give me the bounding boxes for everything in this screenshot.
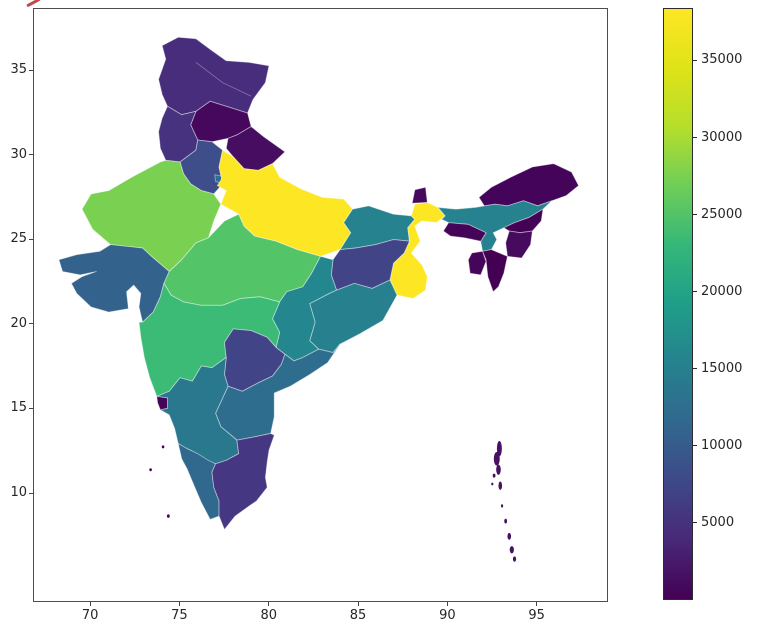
x-axis-tick-label: 70 [81, 608, 99, 623]
state-tripura [467, 250, 487, 276]
state-meghalaya [442, 222, 487, 242]
island-andaman-nicobar-islands [496, 464, 501, 475]
y-axis-tick [29, 323, 33, 325]
x-axis-tick-label: 85 [349, 608, 367, 623]
y-axis-tick-label: 30 [10, 146, 27, 162]
island-andaman-nicobar-islands [496, 441, 502, 457]
island-lakshadweep [149, 468, 152, 472]
island-andaman-nicobar-islands [512, 556, 517, 562]
x-axis-tick-label: 75 [171, 608, 188, 623]
colorbar-tick [693, 137, 697, 138]
india-choropleth-svg [58, 36, 580, 562]
island-andaman-nicobar-islands [507, 532, 512, 540]
y-axis-tick [29, 407, 33, 409]
colorbar-tick [693, 368, 697, 370]
state-manipur [505, 230, 533, 259]
y-axis-tick [29, 69, 33, 71]
state-uttar-pradesh [216, 149, 354, 257]
x-axis-tick [178, 602, 180, 606]
internal-boundary-line [195, 62, 252, 97]
y-axis-tick-label: 35 [10, 62, 27, 78]
state-mizoram [482, 249, 508, 293]
colorbar-tick [693, 59, 697, 61]
state-arunachal-pradesh [478, 163, 580, 207]
state-goa [156, 395, 168, 411]
colorbar-tick-label: 5000 [701, 514, 735, 530]
colorbar-gradient [664, 9, 692, 599]
island-andaman-nicobar-islands [500, 504, 504, 508]
y-axis-tick [29, 238, 33, 240]
colorbar-tick-label: 30000 [701, 129, 743, 145]
x-axis-tick [446, 602, 448, 606]
y-axis-tick-label: 10 [10, 485, 27, 501]
y-axis-tick-label: 15 [10, 400, 27, 416]
colorbar-tick-label: 25000 [701, 206, 743, 222]
state-tamil-nadu [211, 433, 275, 530]
colorbar-tick [693, 214, 697, 216]
red-pen-artifact [26, 0, 41, 8]
state-haryana [179, 139, 224, 195]
colorbar-tick-label: 10000 [701, 437, 743, 453]
state-sikkim [411, 186, 428, 204]
map-plot-frame [33, 8, 608, 602]
state-bihar [339, 205, 416, 251]
x-axis-tick-label: 90 [439, 608, 456, 623]
island-andaman-nicobar-islands [504, 518, 508, 524]
colorbar-tick [693, 445, 697, 447]
x-axis-tick-label: 95 [528, 608, 545, 623]
island-andaman-nicobar-islands [509, 546, 514, 554]
island-andaman-nicobar-islands [492, 473, 496, 478]
x-axis-tick [357, 602, 359, 606]
y-axis-tick [29, 154, 33, 156]
island-lakshadweep [161, 445, 165, 449]
state-jharkhand [330, 239, 410, 291]
y-axis-tick-label: 20 [10, 315, 27, 331]
island-andaman-nicobar-islands [498, 481, 503, 490]
y-axis-tick-label: 25 [10, 231, 27, 247]
island-lakshadweep [166, 514, 170, 518]
colorbar [663, 8, 693, 600]
island-andaman-nicobar-islands [491, 482, 494, 486]
colorbar-tick-label: 20000 [701, 283, 743, 299]
state-nagaland [503, 208, 544, 234]
island-andaman-nicobar-islands [493, 452, 500, 466]
colorbar-tick-label: 35000 [701, 52, 743, 68]
y-axis-tick [29, 492, 33, 494]
x-axis-tick [268, 602, 270, 606]
colorbar-tick-label: 15000 [701, 360, 743, 376]
colorbar-tick [693, 522, 697, 524]
x-axis-tick [536, 602, 538, 606]
x-axis-tick-label: 80 [260, 608, 278, 623]
colorbar-tick [693, 291, 697, 293]
x-axis-tick [89, 602, 91, 606]
